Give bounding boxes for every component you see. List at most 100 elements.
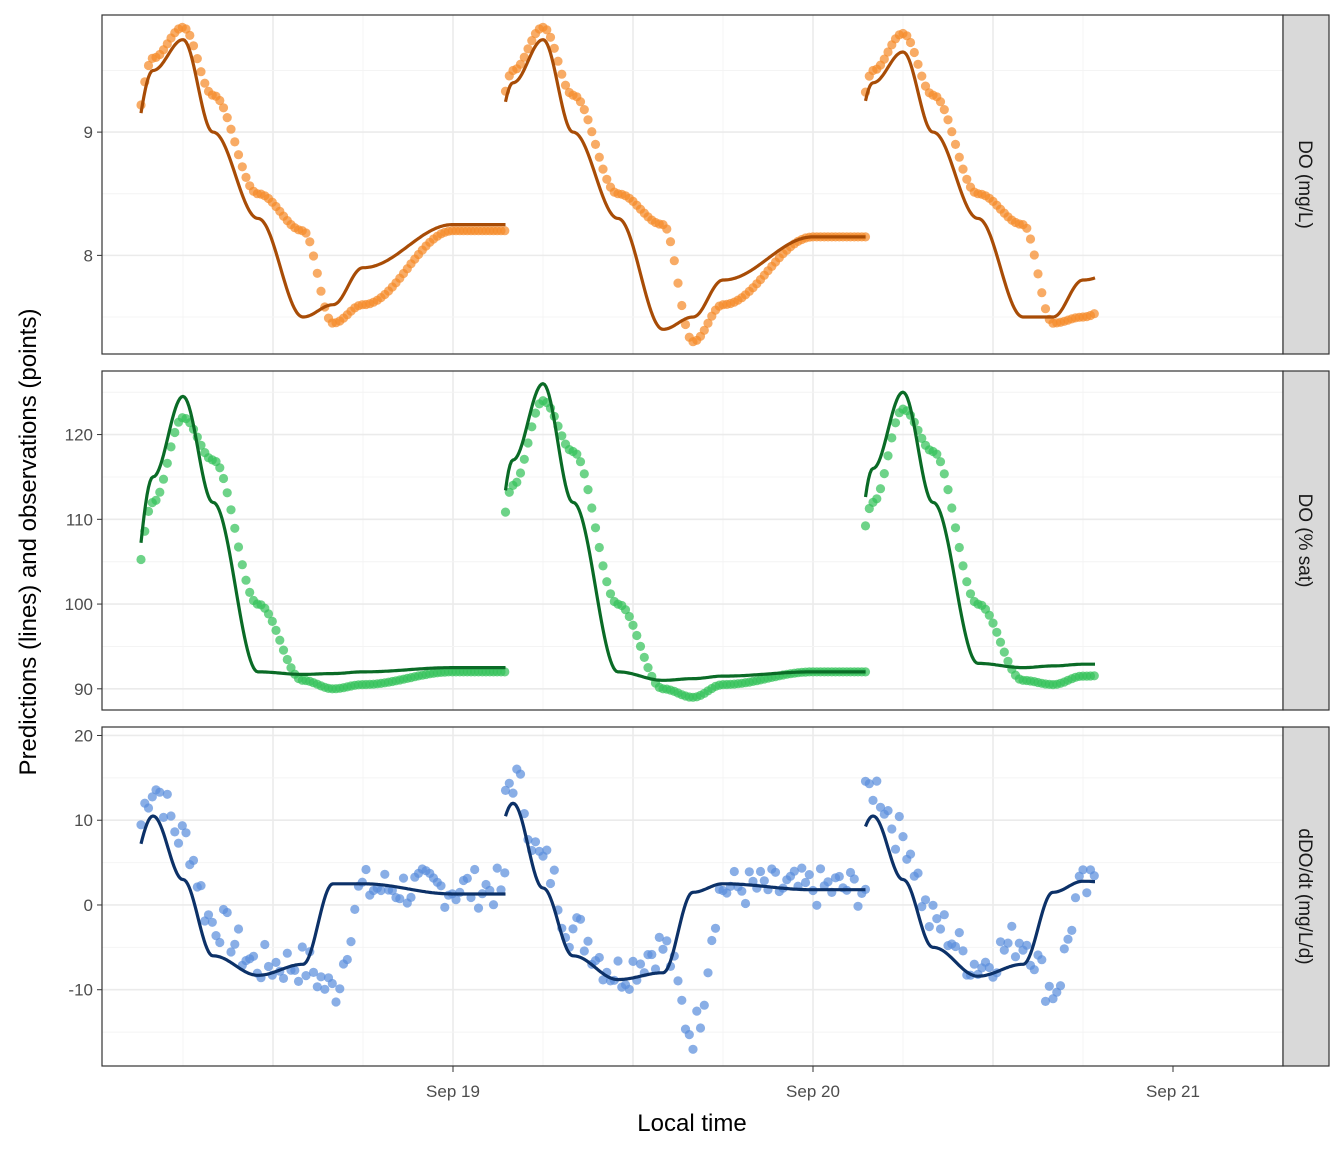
observation-point	[136, 554, 146, 565]
facet-strip-label: DO (% sat)	[1294, 494, 1315, 588]
observation-point	[440, 902, 450, 913]
observation-point	[473, 903, 484, 913]
observation-point	[703, 968, 713, 978]
observation-point	[1044, 981, 1054, 991]
observation-point	[958, 946, 968, 956]
observation-point	[196, 67, 206, 77]
x-tick-label: Sep 20	[786, 1082, 840, 1101]
observation-point	[1037, 955, 1047, 965]
observation-point	[812, 900, 822, 910]
observation-point	[158, 812, 169, 823]
observation-point	[1014, 938, 1024, 948]
observation-point	[628, 620, 638, 630]
observation-point	[647, 949, 657, 960]
observation-point	[462, 873, 472, 884]
observation-point	[579, 469, 589, 479]
observation-point	[759, 876, 769, 886]
observation-point	[598, 164, 608, 174]
observation-point	[947, 503, 957, 513]
observation-point	[177, 821, 187, 831]
observation-point	[203, 910, 214, 920]
observation-point	[917, 71, 927, 81]
observation-point	[909, 47, 919, 58]
observation-point	[233, 924, 244, 934]
observation-point	[568, 924, 578, 934]
observation-point	[643, 663, 653, 673]
observation-point	[770, 867, 781, 877]
observation-point	[583, 485, 593, 495]
observation-point	[1022, 940, 1032, 950]
observation-point	[587, 503, 597, 513]
observation-point	[512, 477, 522, 487]
observation-point	[395, 894, 405, 904]
facet-panel: 8 9 DO (mg/L)	[84, 14, 1330, 355]
observation-point	[868, 795, 878, 806]
observation-point	[635, 959, 646, 969]
observation-point	[849, 874, 859, 884]
observation-point	[898, 832, 908, 842]
observation-point	[200, 78, 210, 88]
observation-point	[710, 923, 721, 933]
observation-point	[1059, 944, 1069, 954]
observation-point	[515, 769, 526, 779]
observation-point	[583, 115, 593, 125]
observation-point	[954, 152, 964, 162]
facet-strip	[1282, 14, 1330, 355]
observation-point	[680, 319, 691, 330]
observation-point	[470, 864, 480, 875]
observation-point	[729, 866, 739, 877]
panel-content	[136, 382, 1099, 702]
x-axis-ticks: Sep 19 Sep 20 Sep 21	[426, 1066, 1200, 1101]
observation-point	[602, 174, 612, 184]
prediction-line	[863, 390, 1096, 670]
observation-point	[605, 589, 616, 599]
observation-point	[954, 928, 964, 938]
observation-point	[226, 124, 236, 134]
observation-point	[635, 641, 646, 652]
observation-point	[950, 941, 961, 952]
observation-point	[1025, 234, 1036, 244]
observation-point	[1089, 671, 1099, 681]
observation-point	[932, 449, 942, 459]
observation-point	[692, 1006, 702, 1016]
observation-point	[282, 948, 292, 958]
observation-point	[549, 43, 559, 53]
observation-point	[703, 318, 713, 328]
observation-point	[602, 577, 612, 587]
observation-point	[151, 495, 161, 505]
observation-point	[883, 806, 893, 816]
observation-point	[669, 256, 679, 266]
observation-point	[913, 868, 923, 878]
observation-point	[943, 485, 953, 495]
observation-point	[316, 972, 326, 982]
observation-point	[508, 788, 518, 798]
observation-point	[293, 976, 304, 987]
observation-point	[166, 442, 176, 452]
observation-point	[598, 561, 608, 571]
observation-point	[924, 922, 934, 932]
observation-point	[241, 172, 251, 182]
observation-point	[267, 616, 277, 627]
observation-point	[188, 41, 199, 51]
observation-point	[1007, 921, 1017, 931]
observation-point	[594, 542, 604, 553]
observation-point	[1037, 288, 1047, 298]
observation-point	[188, 855, 199, 866]
panel-content	[136, 22, 1099, 347]
observation-point	[887, 433, 897, 443]
observation-point	[1029, 965, 1039, 975]
observation-point	[890, 418, 901, 428]
observation-point	[215, 937, 225, 948]
observation-point	[233, 150, 244, 160]
observation-point	[797, 863, 807, 873]
observation-point	[575, 457, 586, 467]
observation-point	[992, 627, 1002, 637]
x-tick-label: Sep 19	[426, 1082, 480, 1101]
observation-point	[553, 56, 563, 66]
observation-point	[928, 900, 938, 910]
observation-point	[380, 869, 390, 879]
observation-point	[515, 59, 526, 69]
observation-point	[950, 523, 961, 533]
observation-point	[162, 458, 172, 468]
observation-point	[230, 137, 240, 147]
